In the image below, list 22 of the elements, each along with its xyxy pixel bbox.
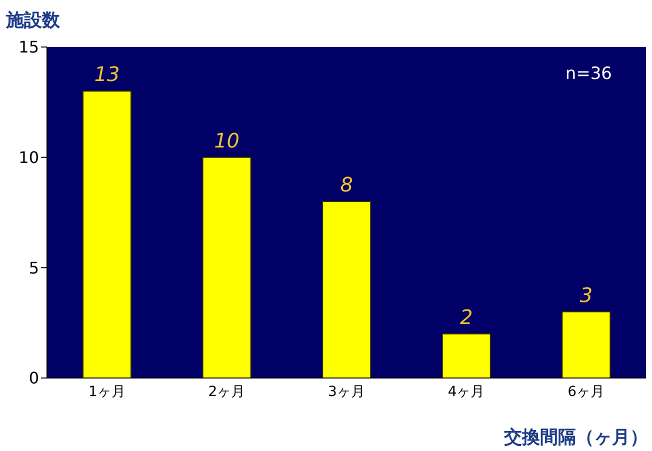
data-label: 8 <box>340 172 353 196</box>
x-tick-label: 1ヶ月 <box>88 384 126 400</box>
x-axis-title: 交換間隔（ヶ月） <box>504 426 648 449</box>
y-tick-label: 15 <box>18 38 39 57</box>
x-tick-label: 6ヶ月 <box>568 384 605 400</box>
annotation: n=36 <box>565 64 612 84</box>
bar <box>322 200 372 378</box>
data-label: 10 <box>214 128 240 152</box>
y-tick-label: 5 <box>28 258 39 278</box>
data-label: 3 <box>580 282 593 307</box>
bar <box>442 333 491 378</box>
x-tick-label: 2ヶ月 <box>208 384 246 400</box>
y-axis-title: 施設数 <box>6 9 60 32</box>
y-tick-label: 10 <box>18 148 39 168</box>
bar <box>562 311 611 378</box>
x-tick-label: 4ヶ月 <box>448 384 485 400</box>
bar <box>82 90 132 378</box>
x-tick-label: 3ヶ月 <box>328 384 365 400</box>
data-label: 2 <box>460 304 473 329</box>
bar <box>202 156 252 378</box>
data-label: 13 <box>94 62 120 86</box>
y-tick-label: 0 <box>28 368 39 388</box>
